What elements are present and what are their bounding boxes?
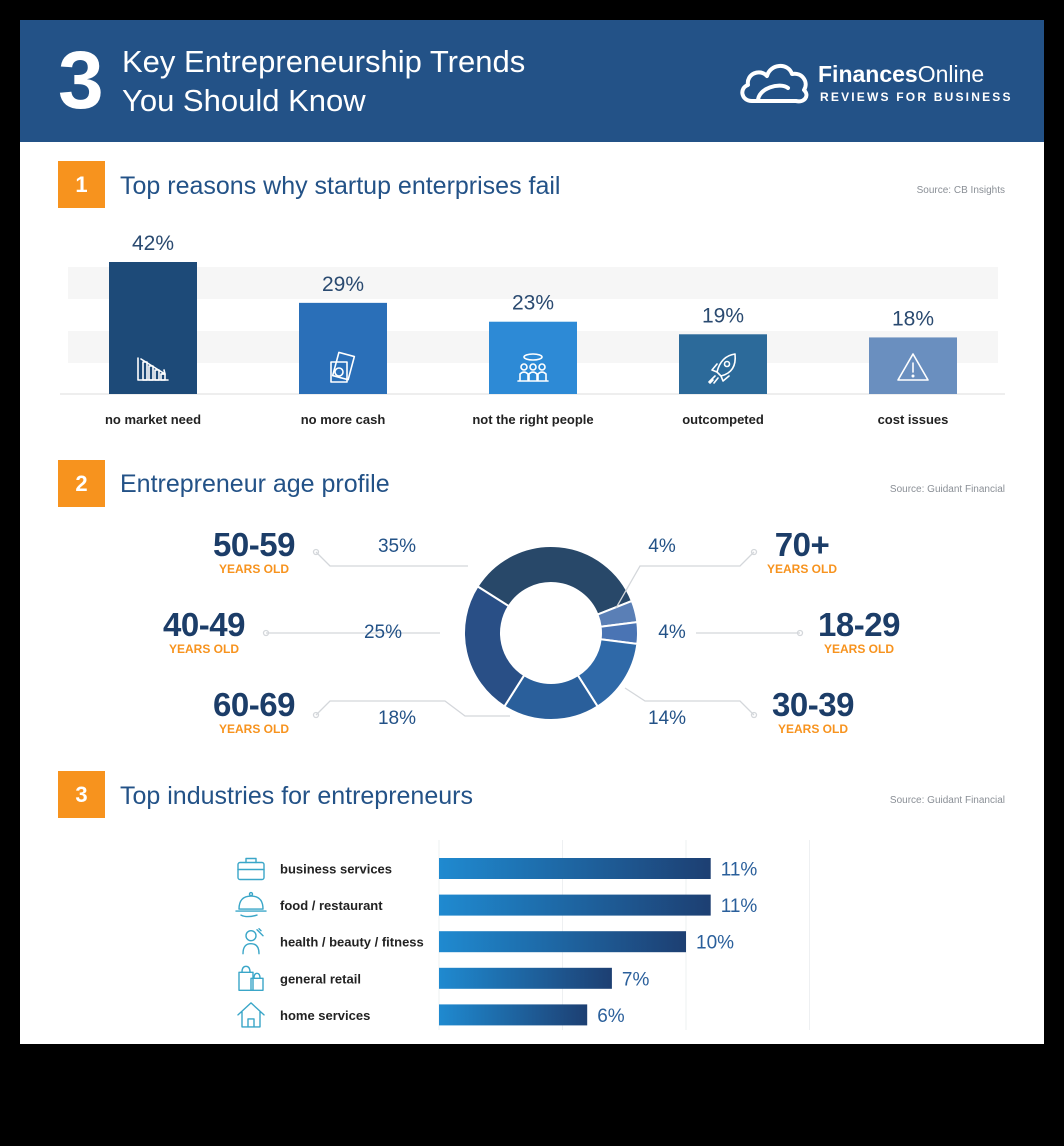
leader-dot bbox=[750, 711, 758, 719]
header-title-line2: You Should Know bbox=[122, 83, 366, 118]
header-number: 3 bbox=[58, 35, 104, 126]
years-old-label: YEARS OLD bbox=[218, 562, 289, 576]
years-old-label: YEARS OLD bbox=[766, 562, 837, 576]
hbar-value-label: 7% bbox=[622, 969, 650, 990]
bar-outcompeted bbox=[679, 334, 767, 394]
hbar-value-label: 6% bbox=[597, 1006, 625, 1027]
leader-dot bbox=[796, 629, 804, 637]
industry-label: business services bbox=[280, 862, 392, 877]
category-label: no more cash bbox=[301, 412, 386, 427]
age-range-label: 60-69 bbox=[213, 686, 295, 723]
bar-value-label: 23% bbox=[512, 292, 554, 315]
hbar-food-restaurant bbox=[439, 894, 711, 916]
bar-value-label: 19% bbox=[702, 304, 744, 327]
age-range-label: 50-59 bbox=[213, 526, 295, 563]
leader-dot bbox=[262, 629, 270, 637]
hbar-home-services bbox=[439, 1004, 588, 1026]
header-banner: 3 Key Entrepreneurship Trends You Should… bbox=[20, 20, 1044, 142]
leader-line-30-39 bbox=[624, 687, 755, 716]
age-range-label: 70+ bbox=[774, 526, 830, 563]
pct-label-40-49: 25% bbox=[363, 622, 403, 643]
industry-label: food / restaurant bbox=[280, 898, 383, 913]
age-range-label: 40-49 bbox=[163, 606, 245, 643]
industry-label: health / beauty / fitness bbox=[280, 935, 424, 950]
declining-chart-icon bbox=[137, 357, 169, 381]
years-old-label: YEARS OLD bbox=[777, 722, 848, 736]
hbar-value-label: 11% bbox=[721, 860, 758, 881]
pct-label-30-39: 14% bbox=[647, 708, 687, 729]
age-group-40-49: 40-49 YEARS OLD bbox=[124, 607, 284, 656]
rocket-icon bbox=[708, 353, 737, 384]
cloud-logo-icon bbox=[740, 64, 809, 104]
pct-label-60-69: 18% bbox=[377, 708, 417, 729]
leader-line-60-69 bbox=[315, 700, 510, 717]
industry-label: general retail bbox=[280, 971, 361, 986]
age-group-70-plus: 70+ YEARS OLD bbox=[722, 527, 882, 576]
logo-wordmark: FinancesOnline bbox=[818, 61, 985, 87]
logo-tagline: REVIEWS FOR BUSINESS bbox=[820, 90, 1013, 104]
leader-line-70-plus bbox=[615, 551, 755, 609]
section-2-title: Entrepreneur age profile bbox=[120, 470, 390, 498]
bar-value-label: 29% bbox=[322, 273, 364, 296]
hbar-value-label: 10% bbox=[696, 933, 734, 954]
chart1-bg-stripe bbox=[68, 267, 998, 299]
section-1-title: Top reasons why startup enterprises fail bbox=[120, 172, 561, 200]
failure-reasons-chart: 42% no market need 29% no more cash 23% not t… bbox=[60, 232, 1005, 427]
category-label: outcompeted bbox=[682, 412, 764, 427]
years-old-label: YEARS OLD bbox=[823, 642, 894, 656]
header-title-line1: Key Entrepreneurship Trends bbox=[122, 44, 526, 79]
hbar-value-label: 11% bbox=[721, 896, 758, 917]
donut-slice-40-49 bbox=[463, 585, 526, 708]
bar-not-the-right-people bbox=[489, 321, 577, 394]
section-1-source: Source: CB Insights bbox=[916, 185, 1005, 196]
years-old-label: YEARS OLD bbox=[218, 722, 289, 736]
house-icon bbox=[237, 1002, 265, 1028]
category-label: no market need bbox=[105, 412, 201, 427]
cloche-icon bbox=[235, 891, 267, 918]
stylist-icon bbox=[242, 927, 264, 955]
briefcase-icon bbox=[237, 857, 265, 881]
industry-label: home services bbox=[280, 1008, 370, 1023]
section-3-source: Source: Guidant Financial bbox=[889, 795, 1005, 806]
section-2-badge: 2 bbox=[58, 460, 105, 507]
age-group-30-39: 30-39 YEARS OLD bbox=[733, 687, 893, 736]
hbar-health-beauty-fitness bbox=[439, 931, 686, 953]
shopping-bags-icon bbox=[238, 965, 264, 992]
warning-icon bbox=[897, 353, 929, 381]
category-label: not the right people bbox=[472, 412, 593, 427]
bar-value-label: 42% bbox=[132, 232, 174, 255]
leader-line-50-59 bbox=[315, 551, 468, 567]
leader-dot bbox=[312, 548, 320, 556]
pct-label-50-59: 35% bbox=[377, 536, 417, 557]
section-2-source: Source: Guidant Financial bbox=[889, 484, 1005, 495]
age-range-label: 18-29 bbox=[818, 606, 900, 643]
age-group-18-29: 18-29 YEARS OLD bbox=[779, 607, 939, 656]
years-old-label: YEARS OLD bbox=[168, 642, 239, 656]
leader-dot bbox=[312, 711, 320, 719]
bar-value-label: 18% bbox=[892, 307, 934, 330]
category-label: cost issues bbox=[878, 412, 949, 427]
leader-dot bbox=[750, 548, 758, 556]
age-range-label: 30-39 bbox=[772, 686, 854, 723]
infographic-card: 3 Key Entrepreneurship Trends You Should… bbox=[20, 20, 1044, 1044]
age-group-50-59: 50-59 YEARS OLD bbox=[174, 527, 334, 576]
section-3-title: Top industries for entrepreneurs bbox=[120, 782, 473, 810]
people-icon bbox=[517, 353, 549, 382]
bar-no-more-cash bbox=[299, 302, 387, 394]
age-group-60-69: 60-69 YEARS OLD bbox=[174, 687, 334, 736]
cash-icon bbox=[330, 351, 356, 383]
section-1-badge: 1 bbox=[58, 161, 105, 208]
pct-label-18-29: 4% bbox=[658, 622, 686, 643]
pct-label-70-plus: 4% bbox=[648, 536, 676, 557]
hbar-general-retail bbox=[439, 967, 612, 989]
section-3-badge: 3 bbox=[58, 771, 105, 818]
donut-slice-50-59 bbox=[476, 545, 634, 616]
hbar-business-services bbox=[439, 858, 711, 879]
age-profile-donut-chart bbox=[262, 545, 804, 721]
